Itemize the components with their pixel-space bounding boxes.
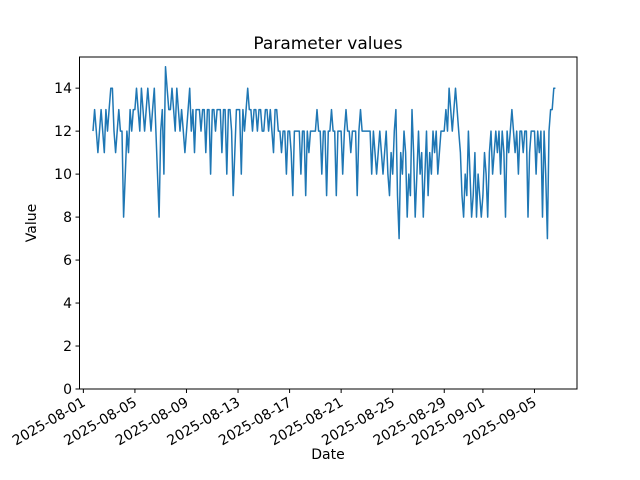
y-tick-label: 14 [54, 81, 72, 97]
y-tick-label: 12 [54, 124, 72, 140]
x-axis-label: Date [311, 447, 344, 463]
y-tick-label: 4 [63, 296, 72, 312]
y-axis-label: Value [24, 204, 40, 242]
y-tick-label: 0 [63, 382, 72, 398]
y-tick-label: 8 [63, 210, 72, 226]
chart-title: Parameter values [253, 34, 402, 54]
data-series-line [92, 65, 556, 240]
y-tick-label: 10 [54, 167, 72, 183]
axes-spines [79, 56, 578, 390]
plot-area: 024681012142025-08-012025-08-052025-08-0… [10, 56, 578, 449]
y-tick-label: 6 [63, 253, 72, 269]
y-tick-label: 2 [63, 339, 72, 355]
